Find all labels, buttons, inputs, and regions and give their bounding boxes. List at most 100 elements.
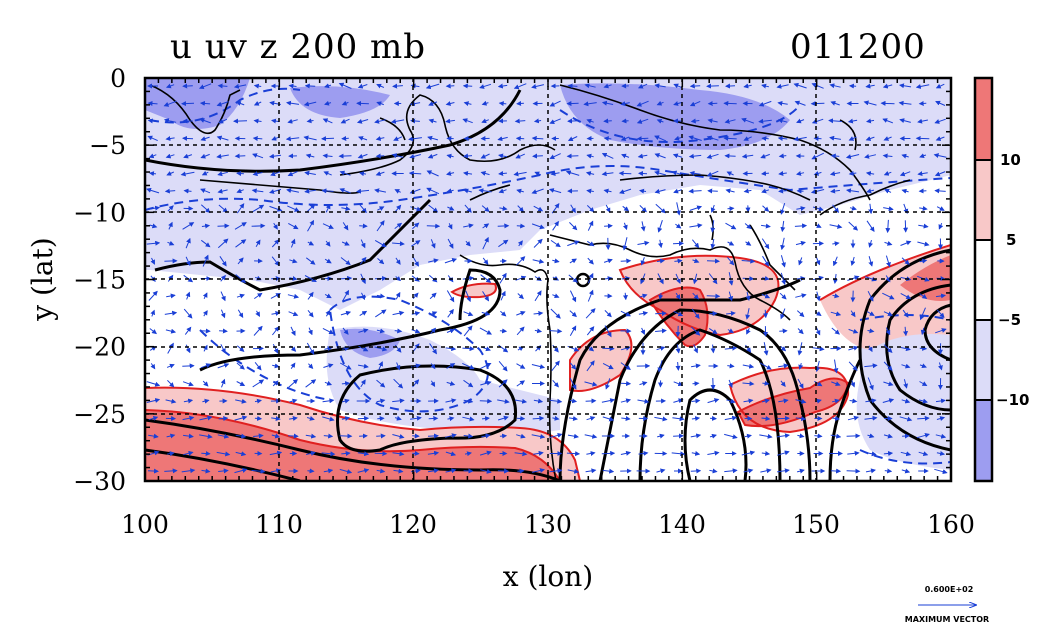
wind-vector: [166, 171, 175, 176]
wind-vector: [778, 363, 789, 369]
wind-vector: [446, 188, 454, 194]
wind-vector: [866, 220, 875, 233]
wind-vector: [165, 83, 175, 89]
wind-vector: [882, 398, 895, 404]
wind-vector: [287, 171, 298, 177]
wind-vector: [253, 325, 263, 336]
wind-vector: [776, 433, 790, 439]
wind-vector: [620, 381, 632, 387]
wind-vector: [220, 274, 226, 282]
wind-vector: [217, 171, 228, 177]
wind-vector: [741, 153, 754, 159]
wind-vector: [706, 153, 719, 159]
wind-vector: [306, 118, 314, 124]
wind-vector: [325, 240, 331, 247]
colorbar-label-neg10: −10: [996, 391, 1029, 409]
wind-vector: [830, 188, 840, 194]
wind-vector: [601, 450, 616, 456]
wind-vector: [689, 205, 703, 211]
wind-vector: [307, 240, 315, 246]
wind-vector: [199, 433, 213, 439]
wind-vector: [218, 118, 228, 124]
wind-vector: [675, 223, 682, 229]
wind-vector: [479, 398, 493, 404]
wind-vector: [305, 450, 316, 456]
wind-vector: [604, 223, 613, 229]
wind-vector: [658, 239, 663, 249]
wind-vector: [586, 188, 594, 194]
wind-vector: [795, 416, 807, 422]
wind-vector: [604, 276, 613, 282]
wind-vector: [619, 188, 632, 194]
wind-vector: [637, 153, 648, 159]
wind-vector: [707, 398, 720, 404]
wind-vector: [425, 83, 440, 90]
wind-vector: [499, 272, 507, 284]
wind-vector: [236, 345, 245, 352]
wind-vector: [863, 100, 877, 106]
wind-vector: [935, 100, 946, 106]
wind-vector: [743, 398, 754, 404]
wind-vector: [742, 381, 755, 387]
wind-vector: [148, 290, 158, 301]
wind-vector: [900, 240, 912, 246]
wind-vector: [727, 240, 735, 246]
wind-vector: [815, 257, 821, 266]
wind-vector: [620, 398, 632, 404]
wind-vector: [516, 310, 526, 316]
wind-vector: [620, 362, 631, 370]
wind-vector: [269, 450, 283, 456]
wind-vector: [269, 153, 282, 159]
wind-vector: [675, 292, 681, 300]
wind-vector: [253, 433, 264, 439]
wind-vector: [724, 468, 738, 474]
wind-vector: [919, 345, 928, 351]
wind-vector: [812, 346, 825, 352]
wind-vector: [850, 256, 856, 266]
wind-vector: [342, 327, 349, 335]
wind-vector: [167, 205, 174, 212]
wind-vector: [710, 344, 716, 354]
wind-vector: [934, 118, 946, 124]
wind-vector: [586, 205, 595, 213]
y-tick-label: −20: [73, 333, 126, 362]
wind-vector: [531, 84, 545, 89]
wind-vector: [201, 223, 211, 229]
wind-vector: [447, 206, 455, 211]
wind-vector: [846, 468, 861, 474]
wind-vector: [865, 136, 875, 141]
wind-vector: [797, 328, 804, 335]
wind-vector: [586, 416, 596, 421]
wind-vector: [430, 363, 436, 370]
wind-vector: [707, 450, 720, 456]
wind-vector: [427, 135, 439, 141]
wind-vector: [465, 240, 471, 247]
wind-vector: [237, 257, 244, 265]
wind-vector: [901, 398, 911, 404]
wind-vector: [358, 328, 369, 334]
wind-vector: [811, 152, 825, 160]
wind-vector: [374, 239, 387, 248]
wind-vector: [272, 380, 279, 387]
wind-vector: [636, 118, 649, 124]
wind-vector: [289, 416, 298, 421]
wind-vector: [288, 379, 299, 388]
wind-vector: [359, 204, 367, 214]
wind-vector: [185, 344, 191, 354]
wind-vector: [671, 451, 686, 457]
wind-vector: [867, 345, 873, 353]
positive-anomaly-region-strong-3: [738, 378, 848, 427]
wind-vector: [883, 344, 893, 354]
wind-vector: [777, 100, 788, 106]
x-tick-160: 160: [927, 510, 975, 539]
wind-vector: [549, 468, 563, 474]
wind-vector: [741, 450, 756, 456]
wind-vector: [780, 380, 786, 387]
wind-vector: [640, 327, 646, 336]
wind-vector: [253, 118, 262, 124]
wind-vector: [324, 293, 332, 299]
wind-vector: [322, 118, 333, 124]
wind-vector: [601, 171, 614, 177]
wind-vector: [797, 378, 804, 389]
wind-vector: [166, 433, 176, 439]
